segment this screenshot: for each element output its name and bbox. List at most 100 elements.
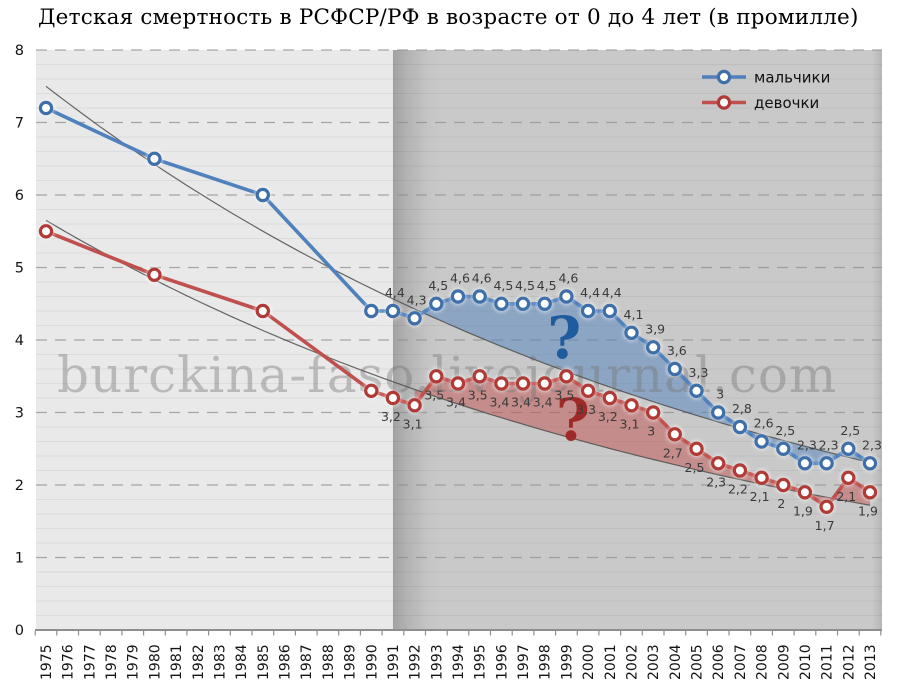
data-point-marker xyxy=(450,376,466,391)
data-point-marker xyxy=(580,303,596,319)
girls-data-labels: 3,2 3,13,5 3,4 3,5 3,4 3,4 3,4 3,53,3 3,2 3,1 32,7… xyxy=(381,387,878,533)
x-tick-label: 1995 xyxy=(473,644,489,680)
data-label: 3,3 xyxy=(689,365,709,380)
data-label: 3,4 xyxy=(533,395,553,410)
data-label: 2,3 xyxy=(862,437,882,452)
data-point-marker xyxy=(429,369,444,384)
data-point-marker xyxy=(494,376,509,391)
data-label: 2,7 xyxy=(663,445,683,460)
data-label: 4,4 xyxy=(602,285,622,300)
data-point-marker xyxy=(732,419,748,435)
data-point-marker xyxy=(255,303,270,319)
data-point-marker xyxy=(147,151,162,166)
x-tick-label: 1988 xyxy=(321,644,337,680)
x-tick-label: 2013 xyxy=(863,644,879,680)
data-label: 3 xyxy=(647,424,655,439)
data-label: 3 xyxy=(716,387,724,402)
data-point-marker xyxy=(776,441,791,456)
data-point-marker xyxy=(472,289,487,304)
data-point-marker xyxy=(862,485,878,500)
data-point-marker xyxy=(797,485,813,500)
data-label: 4,3 xyxy=(407,292,427,307)
x-tick-label: 2006 xyxy=(711,644,727,680)
data-point-marker xyxy=(407,311,422,326)
x-tick-label: 1980 xyxy=(147,644,163,680)
y-tick-label: 6 xyxy=(15,188,24,204)
data-label: 4,4 xyxy=(385,285,405,300)
x-axis-labels: 1975 1976 1977 1978 1979 1980 1981 1982 1983 1984… xyxy=(39,644,879,680)
x-tick-label: 1986 xyxy=(278,644,294,680)
data-label: 2 xyxy=(777,496,785,511)
data-point-marker xyxy=(711,456,726,471)
legend-item-boys: мальчики xyxy=(702,69,830,87)
data-label: 2,3 xyxy=(819,437,839,452)
chart-title: Детская смертность в РСФСР/РФ в возрасте… xyxy=(38,5,859,30)
data-label: 3,5 xyxy=(468,387,488,402)
data-point-marker xyxy=(385,303,401,319)
x-tick-label: 1991 xyxy=(386,644,402,680)
data-point-marker xyxy=(407,398,422,413)
x-tick-label: 1996 xyxy=(494,644,510,680)
x-tick-label: 2007 xyxy=(733,644,749,680)
data-label: 4,5 xyxy=(537,278,557,293)
data-label: 2,1 xyxy=(750,489,770,504)
data-point-marker xyxy=(819,499,834,514)
data-point-marker xyxy=(429,296,444,311)
y-tick-label: 3 xyxy=(15,406,24,422)
data-point-marker xyxy=(624,325,639,340)
data-point-marker xyxy=(689,383,704,398)
y-tick-label: 4 xyxy=(15,333,24,349)
data-point-marker xyxy=(819,456,834,471)
data-point-marker xyxy=(537,296,552,311)
data-point-marker xyxy=(580,383,596,398)
x-tick-label: 2010 xyxy=(798,644,814,680)
y-tick-label: 7 xyxy=(15,116,24,132)
data-point-marker xyxy=(602,390,618,406)
x-tick-label: 1990 xyxy=(364,644,380,680)
data-point-marker xyxy=(364,383,379,398)
question-mark-boys: ? xyxy=(547,304,581,372)
data-label: 3,3 xyxy=(576,402,596,417)
x-tick-label: 2011 xyxy=(820,644,836,680)
data-label: 2,5 xyxy=(685,460,705,475)
data-label: 2,3 xyxy=(797,437,817,452)
data-point-marker xyxy=(754,470,769,485)
data-label: 2,5 xyxy=(775,423,795,438)
legend-item-girls: девочки xyxy=(702,94,819,112)
data-label: 1,9 xyxy=(793,503,813,518)
data-point-marker xyxy=(494,296,509,311)
watermark: burckina-faso.livejournal.com xyxy=(57,346,837,404)
y-tick-label: 5 xyxy=(15,261,24,277)
x-tick-label: 1977 xyxy=(82,644,98,680)
x-tick-label: 1984 xyxy=(234,644,250,680)
data-point-marker xyxy=(862,456,878,471)
x-tick-label: 2009 xyxy=(776,644,792,680)
data-label: 2,6 xyxy=(754,416,774,431)
data-label: 4,6 xyxy=(472,271,492,286)
data-label: 3,4 xyxy=(446,395,466,410)
data-point-marker xyxy=(624,398,639,413)
x-tick-label: 1999 xyxy=(559,644,575,680)
data-label: 2,1 xyxy=(836,489,856,504)
x-tick-label: 1981 xyxy=(169,644,185,680)
x-tick-label: 1976 xyxy=(61,644,77,680)
legend: мальчики девочки xyxy=(702,69,830,112)
data-point-marker xyxy=(38,224,54,239)
data-label: 3,4 xyxy=(511,395,531,410)
x-tick-label: 1982 xyxy=(191,644,207,680)
data-point-marker xyxy=(841,441,856,456)
x-tick-label: 1994 xyxy=(451,644,467,680)
x-tick-label: 2005 xyxy=(690,644,706,680)
x-tick-label: 1992 xyxy=(408,644,424,680)
x-tick-label: 1987 xyxy=(299,644,315,680)
data-point-marker xyxy=(667,427,683,442)
data-point-marker xyxy=(385,390,401,406)
data-point-marker xyxy=(602,303,618,319)
data-point-marker xyxy=(515,376,531,391)
x-axis xyxy=(34,629,882,636)
legend-label: мальчики xyxy=(754,69,830,87)
x-tick-label: 2004 xyxy=(668,644,684,680)
data-label: 4,5 xyxy=(428,278,448,293)
data-point-marker xyxy=(689,441,704,456)
